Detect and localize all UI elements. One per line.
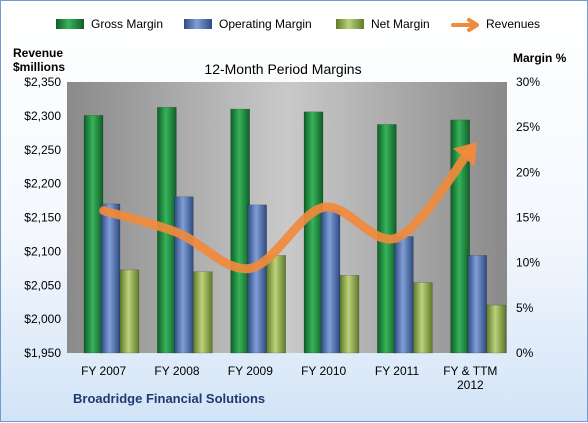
left-tick-label: $2,150 <box>24 211 61 225</box>
right-tick-label: 20% <box>516 165 540 179</box>
bar-net-margin-fy-ttm-2012 <box>487 305 506 353</box>
bar-operating-margin-fy-2008 <box>174 197 193 353</box>
left-tick-label: $2,200 <box>24 177 61 191</box>
right-axis: 0% 5% 10% 15% 20% 25% 30% <box>516 75 540 360</box>
legend-item-net-margin: Net Margin <box>336 17 430 31</box>
bar-gross-margin-fy-2010 <box>304 112 323 353</box>
bar-net-margin-fy-2011 <box>413 283 432 353</box>
bar-operating-margin-fy-2009 <box>248 205 267 353</box>
legend-swatch-operating-margin <box>184 19 212 29</box>
left-tick-label: $2,100 <box>24 244 61 258</box>
legend-arrow-revenues <box>453 20 477 30</box>
right-axis-title: Margin % <box>513 51 567 65</box>
legend-label-net-margin: Net Margin <box>371 17 430 31</box>
x-tick-label: FY 2007 <box>81 364 126 378</box>
legend-swatch-gross-margin <box>56 19 84 29</box>
x-tick-label: FY 2009 <box>228 364 273 378</box>
right-tick-label: 25% <box>516 120 540 134</box>
left-axis: $1,950 $2,000 $2,050 $2,100 $2,150 $2,200 $2,2… <box>24 75 61 360</box>
company-name: Broadridge Financial Solutions <box>73 391 265 406</box>
bar-operating-margin-fy-2010 <box>321 210 340 353</box>
left-tick-label: $2,000 <box>24 312 61 326</box>
left-tick-label: $2,250 <box>24 143 61 157</box>
bar-gross-margin-fy-2009 <box>231 109 250 353</box>
x-tick-label: FY 2010 <box>301 364 346 378</box>
right-tick-label: 5% <box>516 301 534 315</box>
left-axis-title-line1: Revenue <box>13 46 63 60</box>
left-tick-label: $2,300 <box>24 109 61 123</box>
left-tick-label: $2,050 <box>24 278 61 292</box>
legend-item-gross-margin: Gross Margin <box>56 17 163 31</box>
left-tick-label: $2,350 <box>24 75 61 89</box>
bar-net-margin-fy-2009 <box>267 255 286 353</box>
left-axis-title-line2: $millions <box>13 60 65 74</box>
x-tick-label: 2012 <box>457 378 484 392</box>
right-tick-label: 15% <box>516 211 540 225</box>
bar-net-margin-fy-2008 <box>193 272 212 353</box>
bar-operating-margin-fy-2007 <box>101 204 120 353</box>
bar-operating-margin-fy-ttm-2012 <box>468 255 487 353</box>
x-axis: FY 2007 FY 2008 FY 2009 FY 2010 FY 2011 FY & … <box>81 364 497 392</box>
chart-title: 12-Month Period Margins <box>204 61 361 77</box>
legend-swatch-net-margin <box>336 19 364 29</box>
legend: Gross Margin Operating Margin Net Margin… <box>56 17 540 31</box>
bar-operating-margin-fy-2011 <box>394 236 413 353</box>
x-tick-label: FY & TTM <box>443 364 497 378</box>
right-tick-label: 30% <box>516 75 540 89</box>
x-tick-label: FY 2011 <box>375 364 420 378</box>
bar-net-margin-fy-2007 <box>120 270 139 353</box>
legend-label-gross-margin: Gross Margin <box>91 17 163 31</box>
legend-label-operating-margin: Operating Margin <box>219 17 312 31</box>
x-tick-label: FY 2008 <box>154 364 199 378</box>
legend-item-operating-margin: Operating Margin <box>184 17 312 31</box>
bar-net-margin-fy-2010 <box>340 275 359 353</box>
right-tick-label: 0% <box>516 346 534 360</box>
left-tick-label: $1,950 <box>24 346 61 360</box>
bar-gross-margin-fy-2007 <box>84 115 103 353</box>
right-tick-label: 10% <box>516 256 540 270</box>
legend-item-revenues: Revenues <box>453 17 540 31</box>
legend-label-revenues: Revenues <box>486 17 540 31</box>
